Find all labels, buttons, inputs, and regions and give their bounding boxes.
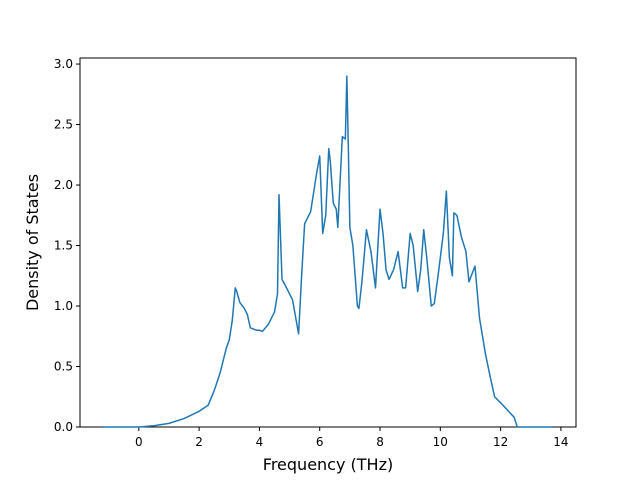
x-tick-label: 6	[316, 435, 324, 449]
x-tick-label: 12	[493, 435, 508, 449]
x-tick-label: 8	[376, 435, 384, 449]
x-tick-label: 4	[256, 435, 264, 449]
x-tick-label: 0	[135, 435, 143, 449]
y-tick-label: 0.0	[54, 420, 73, 434]
y-tick-label: 3.0	[54, 57, 73, 71]
x-axis-label: Frequency (THz)	[263, 455, 393, 474]
x-axis: 0 2 4 6 8 10 12 14	[135, 427, 569, 449]
y-tick-label: 2.5	[54, 118, 73, 132]
x-tick-label: 14	[553, 435, 568, 449]
y-tick-label: 1.0	[54, 299, 73, 313]
y-tick-label: 1.5	[54, 239, 73, 253]
plot-area: 0 2 4 6 8 10 12 14 0.0 0.5 1.0 1.5 2.0 2.5 3.0	[54, 57, 577, 449]
y-axis-label: Density of States	[23, 174, 42, 311]
dos-series-line	[102, 75, 552, 428]
y-tick-label: 2.0	[54, 178, 73, 192]
x-tick-label: 10	[433, 435, 448, 449]
y-axis: 0.0 0.5 1.0 1.5 2.0 2.5 3.0	[54, 57, 80, 434]
x-tick-label: 2	[195, 435, 203, 449]
plot-frame	[79, 57, 577, 428]
y-tick-label: 0.5	[54, 360, 73, 374]
